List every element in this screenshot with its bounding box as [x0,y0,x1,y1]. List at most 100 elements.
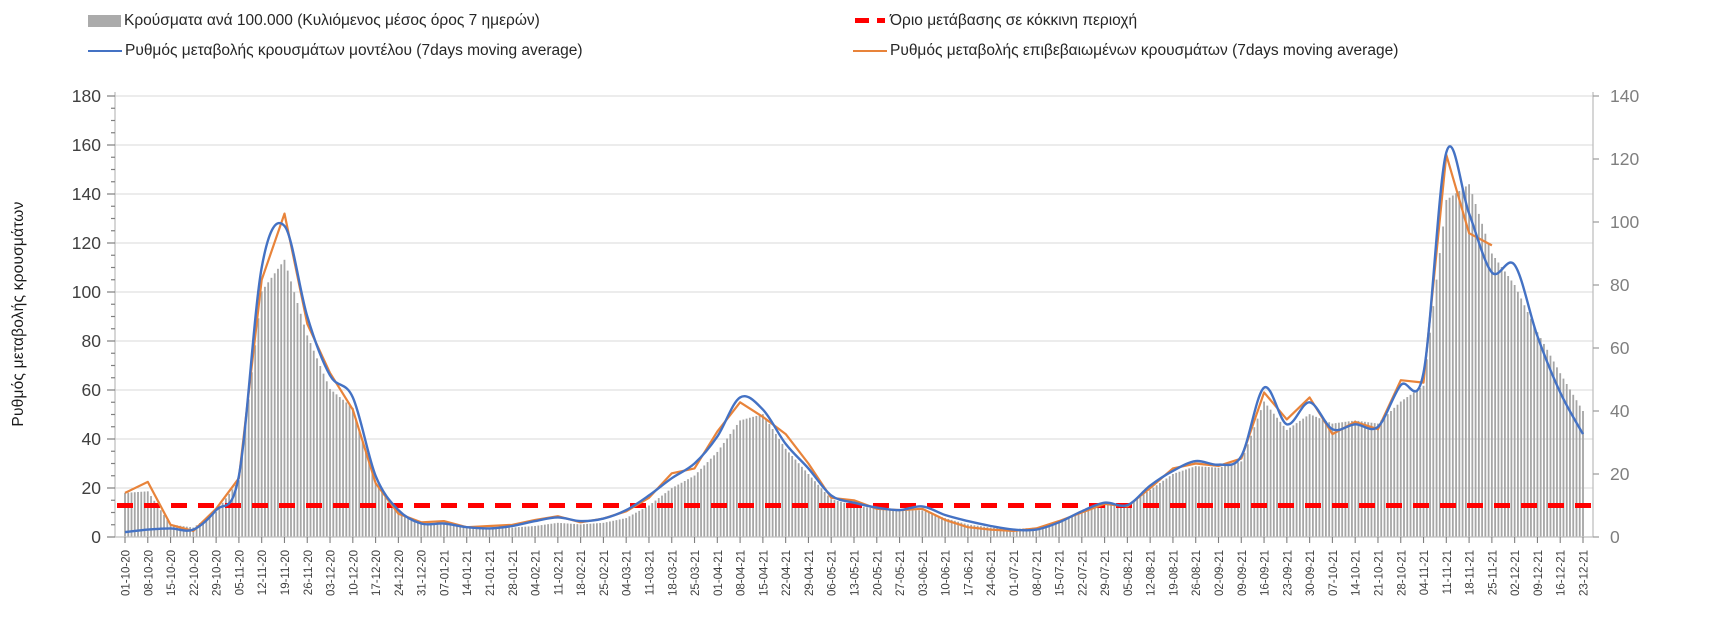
svg-text:15-04-21: 15-04-21 [758,550,770,596]
legend-label-model-line: Ρυθμός μεταβολής κρουσμάτων μοντέλου (7d… [125,41,583,59]
x-axis-date-labels: 01-10-20 08-10-20 15-10-20 22-10-20 29-10-20… [121,550,1591,596]
legend-item-confirmed-line: Ρυθμός μεταβολής επιβεβαιωμένων κρουσμάτ… [853,40,1398,61]
svg-text:02-09-21: 02-09-21 [1214,550,1226,596]
right-axis-tick-labels: 0 20 40 60 80 100 120 140 [1610,86,1639,547]
svg-text:14-10-21: 14-10-21 [1351,550,1363,596]
svg-text:180: 180 [72,86,101,106]
svg-text:21-10-21: 21-10-21 [1373,550,1385,596]
legend-label-confirmed-line: Ρυθμός μεταβολής επιβεβαιωμένων κρουσμάτ… [890,41,1399,59]
svg-text:18-02-21: 18-02-21 [576,550,588,596]
svg-text:0: 0 [91,527,101,547]
svg-text:03-12-20: 03-12-20 [326,550,338,596]
svg-text:100: 100 [1610,212,1639,232]
svg-text:40: 40 [1610,401,1630,421]
svg-text:60: 60 [1610,338,1630,358]
svg-text:28-10-21: 28-10-21 [1396,550,1408,596]
svg-text:13-05-21: 13-05-21 [850,550,862,596]
svg-text:160: 160 [72,135,101,155]
svg-text:24-12-20: 24-12-20 [394,550,406,596]
svg-text:01-10-20: 01-10-20 [121,550,133,596]
svg-text:06-05-21: 06-05-21 [827,550,839,596]
blue-line-swatch-icon [88,49,122,52]
svg-text:11-02-21: 11-02-21 [553,550,565,595]
legend-label-cases-bars: Κρούσματα ανά 100.000 (Κυλιόμενος μέσος … [124,11,540,29]
svg-text:22-04-21: 22-04-21 [781,550,793,596]
svg-text:29-07-21: 29-07-21 [1100,550,1112,596]
svg-text:12-08-21: 12-08-21 [1146,550,1158,596]
svg-text:20: 20 [82,478,102,498]
svg-text:20-05-21: 20-05-21 [872,550,884,596]
svg-text:27-05-21: 27-05-21 [895,550,907,596]
orange-line-swatch-icon [853,49,887,52]
svg-text:22-07-21: 22-07-21 [1077,550,1089,596]
svg-text:120: 120 [1610,149,1639,169]
svg-text:05-08-21: 05-08-21 [1123,550,1135,596]
svg-text:11-03-21: 11-03-21 [644,550,656,595]
svg-text:30-09-21: 30-09-21 [1305,550,1317,596]
legend-item-cases-bars: Κρούσματα ανά 100.000 (Κυλιόμενος μέσος … [88,10,583,31]
confirmed-line [124,153,1493,533]
svg-text:80: 80 [82,331,102,351]
svg-text:19-11-20: 19-11-20 [280,550,292,595]
svg-text:18-11-21: 18-11-21 [1465,550,1477,595]
svg-text:11-11-21: 11-11-21 [1442,550,1454,594]
legend-item-model-line: Ρυθμός μεταβολής κρουσμάτων μοντέλου (7d… [88,40,583,61]
svg-text:140: 140 [1610,86,1639,106]
svg-text:07-10-21: 07-10-21 [1328,550,1340,596]
svg-text:15-07-21: 15-07-21 [1055,550,1067,596]
svg-text:09-12-21: 09-12-21 [1533,550,1545,596]
svg-text:08-10-20: 08-10-20 [143,550,155,596]
svg-text:05-11-20: 05-11-20 [234,550,246,595]
svg-text:0: 0 [1610,527,1620,547]
svg-text:28-01-21: 28-01-21 [508,550,520,596]
svg-text:29-10-20: 29-10-20 [212,550,224,596]
svg-text:21-01-21: 21-01-21 [485,550,497,596]
svg-text:04-02-21: 04-02-21 [531,550,543,596]
legend-right-column: Όριο μετάβασης σε κόκκινη περιοχή Ρυθμός… [853,10,1398,61]
svg-text:120: 120 [72,233,101,253]
svg-text:23-09-21: 23-09-21 [1282,550,1294,596]
svg-text:17-12-20: 17-12-20 [371,550,383,596]
svg-text:17-06-21: 17-06-21 [963,550,975,596]
plot-gridlines [115,95,1593,489]
svg-text:12-11-20: 12-11-20 [257,550,269,595]
svg-text:01-07-21: 01-07-21 [1009,550,1021,596]
svg-text:16-12-21: 16-12-21 [1556,550,1568,596]
svg-text:24-06-21: 24-06-21 [986,550,998,596]
svg-text:04-11-21: 04-11-21 [1419,550,1431,595]
svg-text:80: 80 [1610,275,1630,295]
svg-text:31-12-20: 31-12-20 [417,550,429,596]
svg-text:15-10-20: 15-10-20 [166,550,178,596]
svg-text:29-04-21: 29-04-21 [804,550,816,596]
red-dash-swatch-icon [853,18,887,23]
svg-text:07-01-21: 07-01-21 [439,550,451,596]
svg-text:04-03-21: 04-03-21 [622,550,634,596]
svg-text:16-09-21: 16-09-21 [1260,550,1272,596]
svg-text:08-07-21: 08-07-21 [1032,550,1044,596]
svg-text:26-08-21: 26-08-21 [1191,550,1203,596]
svg-text:26-11-20: 26-11-20 [303,550,315,595]
svg-text:10-06-21: 10-06-21 [941,550,953,596]
svg-text:08-04-21: 08-04-21 [736,550,748,596]
axis-lines-and-ticks [107,92,1599,543]
svg-text:14-01-21: 14-01-21 [462,550,474,596]
svg-text:140: 140 [72,184,101,204]
svg-text:60: 60 [82,380,102,400]
cases-bars-series [124,184,1584,538]
svg-text:23-12-21: 23-12-21 [1579,550,1591,596]
bars-swatch-icon [88,14,121,27]
legend-left-column: Κρούσματα ανά 100.000 (Κυλιόμενος μέσος … [88,10,583,61]
svg-text:03-06-21: 03-06-21 [918,550,930,596]
svg-text:02-12-21: 02-12-21 [1510,550,1522,596]
svg-text:22-10-20: 22-10-20 [189,550,201,596]
svg-text:100: 100 [72,282,101,302]
svg-text:25-02-21: 25-02-21 [599,550,611,596]
svg-text:25-11-21: 25-11-21 [1487,550,1499,595]
svg-text:25-03-21: 25-03-21 [690,550,702,596]
svg-text:09-09-21: 09-09-21 [1237,550,1249,596]
svg-text:01-04-21: 01-04-21 [713,550,725,596]
svg-text:19-08-21: 19-08-21 [1168,550,1180,596]
left-axis-tick-labels: 0 20 40 60 80 100 120 140 160 180 [72,86,101,547]
